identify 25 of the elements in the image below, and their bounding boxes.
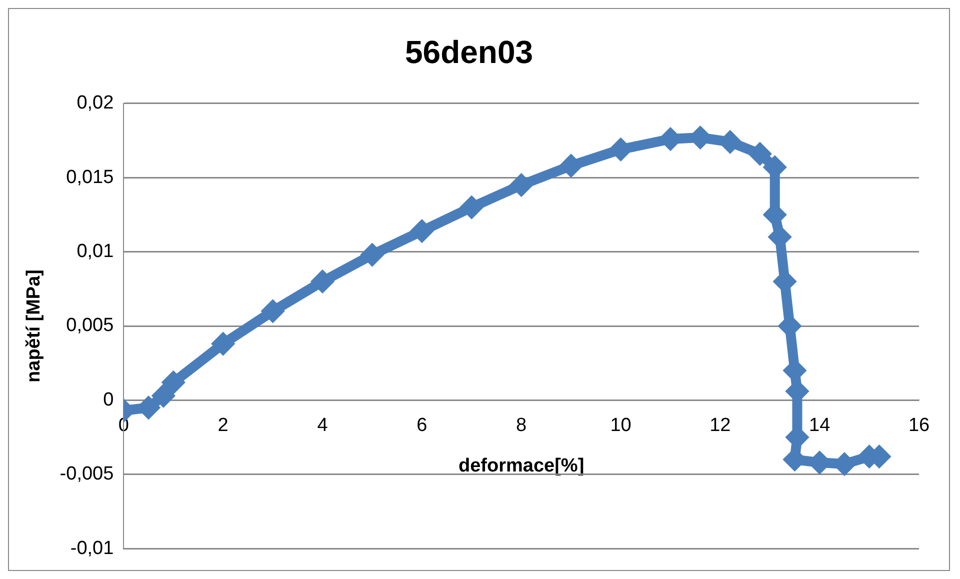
y-tick-label: 0,015 (66, 166, 114, 188)
point (362, 244, 382, 265)
y-tick-label: -0,005 (60, 464, 114, 485)
y-tick-label: 0,005 (66, 315, 114, 336)
x-tick-label: 2 (218, 414, 228, 436)
point (462, 197, 482, 218)
point (610, 139, 631, 160)
point (262, 301, 283, 322)
point (750, 144, 770, 164)
x-axis-title: deformace[%] (458, 456, 584, 477)
y-axis-title: napětí [MPa] (24, 270, 45, 382)
x-tick-label: 4 (317, 414, 328, 436)
x-tick-label: 16 (908, 414, 930, 436)
x-tick-label: 14 (809, 414, 831, 436)
y-tick-label: 0,02 (76, 92, 114, 114)
point (163, 372, 184, 392)
x-tick-label: 10 (610, 414, 632, 436)
y-tick-label: 0,01 (76, 241, 114, 262)
y-tick-label: 0 (103, 389, 114, 410)
x-tick-label: 8 (516, 414, 527, 436)
x-tick-label: 6 (416, 414, 428, 436)
y-tick-label: -0,01 (70, 538, 114, 559)
chart-title: 56den03 (404, 34, 534, 70)
x-tick-label: 12 (710, 414, 731, 436)
point (213, 334, 234, 354)
